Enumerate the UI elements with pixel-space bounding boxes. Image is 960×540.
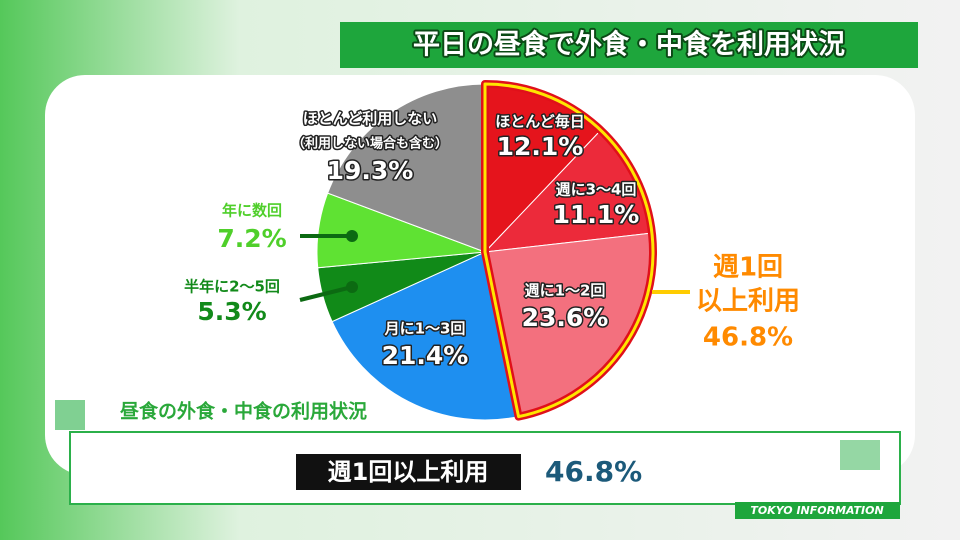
value-label: 23.6% [522,303,609,332]
pie-slice [331,251,520,421]
decor [840,440,880,470]
value-label: 5.3% [197,297,266,326]
logo: TOKYO INFORMATION [750,504,883,517]
decor [55,400,85,430]
leader-dot [346,281,358,293]
category-label: ほとんど利用しない [303,110,438,128]
category-label: 月に1～3回 [384,320,466,338]
value-label: 19.3% [327,156,414,185]
category-label: 週に3～4回 [556,181,637,199]
lower-third-label: 週1回以上利用 [328,458,489,486]
leader-dot [346,230,358,242]
lower-third-value: 46.8% [545,455,642,488]
category-label: ほとんど毎日 [495,113,585,131]
logo-band [735,502,900,519]
title-band [340,22,918,68]
annotation-text: 以上利用 [696,287,800,317]
pie-slice [327,83,486,253]
value-label: 12.1% [497,132,584,161]
category-label: 年に数回 [222,202,282,220]
value-label: 7.2% [217,224,286,253]
label-box [296,454,521,490]
title: 平日の昼食で外食・中食を利用状況 [413,29,845,61]
highlight-outline [483,82,655,419]
annotation-text: 週1回 [713,253,783,283]
caption: 昼食の外食・中食の利用状況 [120,400,367,423]
leader-line [299,285,353,302]
category-label: 週に1～2回 [525,282,606,300]
category-label: 半年に2～5回 [184,278,280,296]
value-label: 11.1% [553,200,640,229]
value-label: 21.4% [382,341,469,370]
category-note: （利用しない場合も含む） [292,136,448,152]
annotation-value: 46.8% [703,323,793,353]
